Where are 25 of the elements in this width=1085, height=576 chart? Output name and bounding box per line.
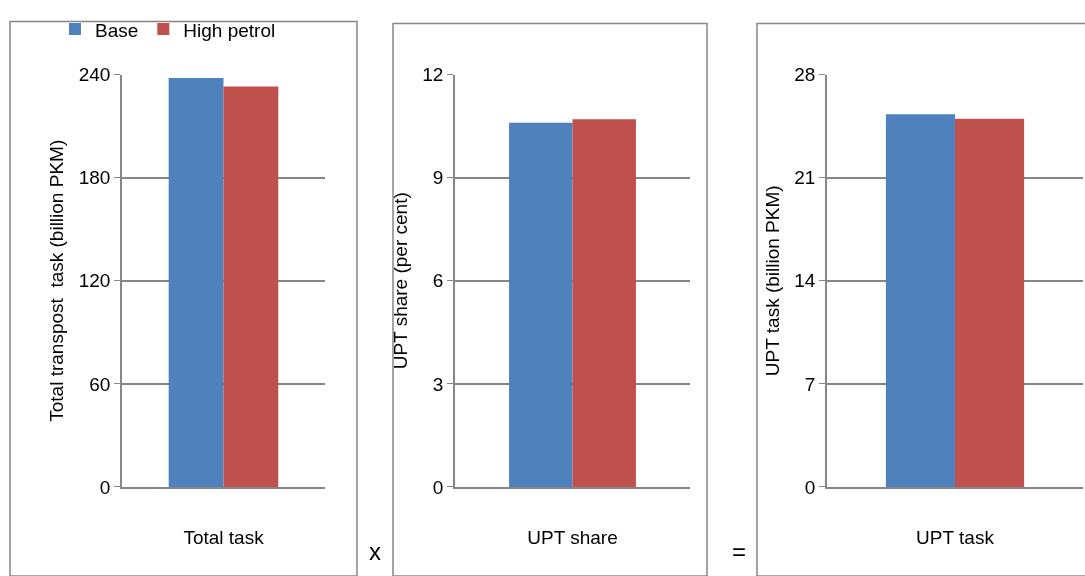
x-tick-label: Total task xyxy=(183,526,265,548)
y-tick-label: 120 xyxy=(78,270,111,292)
y-tick-label: 12 xyxy=(422,64,444,86)
y-tick-label: 3 xyxy=(432,373,444,395)
text: = xyxy=(732,538,747,565)
y-tick-label: 0 xyxy=(804,476,816,498)
y-axis-title: UPT share (per cent) xyxy=(389,192,411,370)
y-axis-title: UPT task (billion PKM) xyxy=(761,185,783,377)
legend-label: High petrol xyxy=(183,19,276,41)
legend-label: Base xyxy=(95,19,139,41)
x-tick-label: UPT task xyxy=(916,526,995,548)
y-tick-label: 6 xyxy=(432,270,444,292)
y-tick-label: 7 xyxy=(804,373,816,395)
y-tick-label: 60 xyxy=(89,373,111,395)
y-tick-label: 14 xyxy=(794,270,816,292)
y-tick-label: 180 xyxy=(78,167,111,189)
y-tick-label: 9 xyxy=(432,167,444,189)
y-tick-label: 0 xyxy=(432,476,444,498)
y-tick-label: 240 xyxy=(78,64,111,86)
y-axis-title: Total transpost task (billion PKM) xyxy=(46,139,68,422)
x-tick-label: UPT share xyxy=(527,526,618,548)
text: x xyxy=(369,538,381,565)
y-tick-label: 21 xyxy=(794,167,816,189)
y-tick-label: 28 xyxy=(794,64,816,86)
y-tick-label: 0 xyxy=(99,476,111,498)
